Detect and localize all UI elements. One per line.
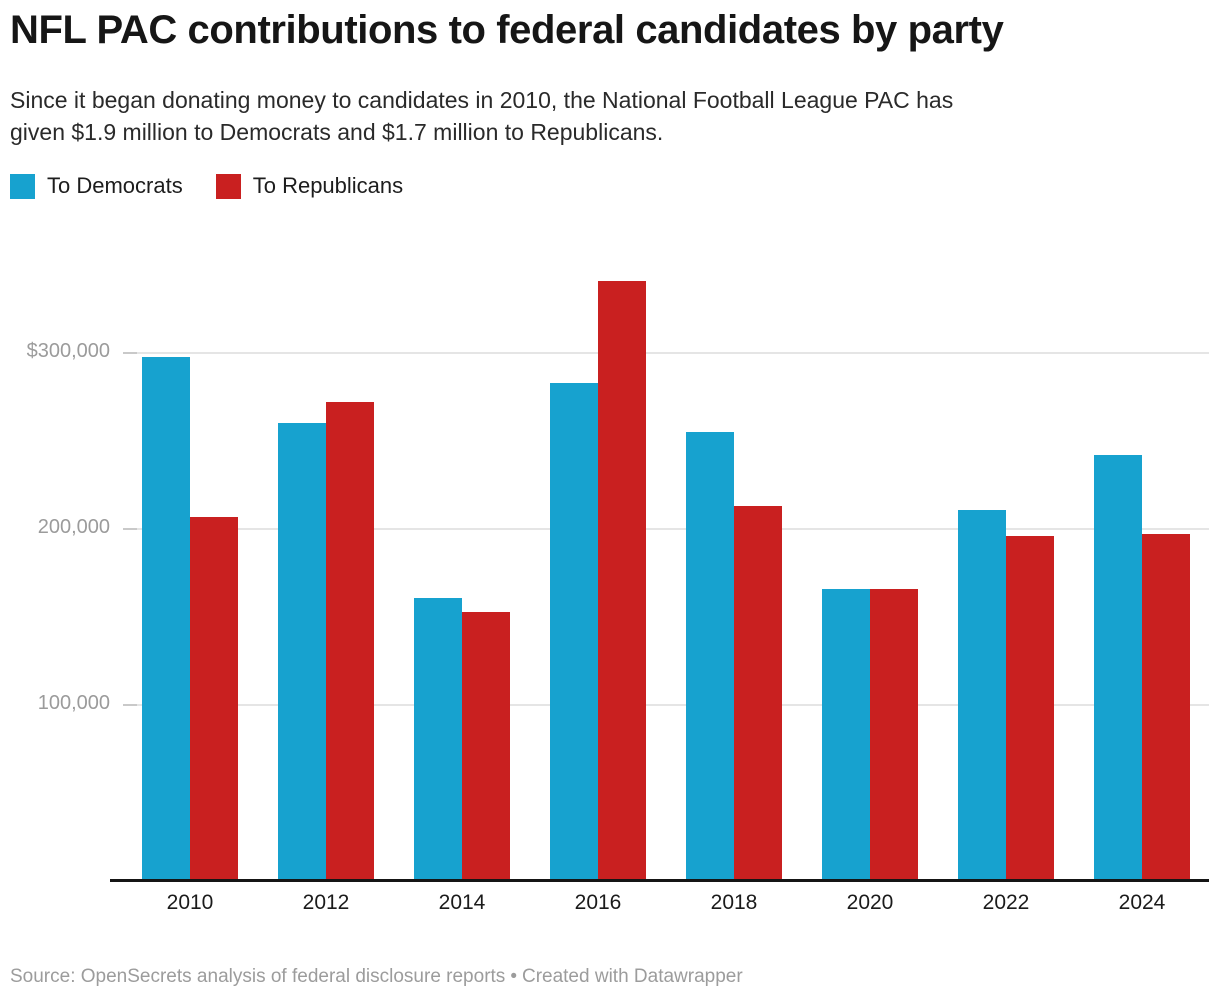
y-axis-label-200000: 200,000 — [37, 516, 110, 538]
bar-democrats-2024 — [1094, 455, 1142, 880]
bar-republicans-2012 — [326, 402, 374, 880]
source-line: Source: OpenSecrets analysis of federal … — [10, 966, 743, 988]
bar-republicans-2010 — [190, 517, 238, 880]
y-axis-tick-200000 — [123, 528, 137, 530]
x-axis-label-2022: 2022 — [982, 891, 1030, 914]
bar-republicans-2018 — [734, 506, 782, 880]
chart-title: NFL PAC contributions to federal candida… — [10, 8, 1004, 52]
bar-republicans-2014 — [462, 612, 510, 880]
bar-democrats-2018 — [686, 432, 734, 880]
y-axis-label-300000: $300,000 — [26, 340, 110, 362]
x-axis-label-2020: 2020 — [846, 891, 894, 914]
legend-item-republicans: To Republicans — [215, 173, 404, 199]
x-axis-label-2018: 2018 — [710, 891, 758, 914]
bar-republicans-2016 — [598, 281, 646, 880]
x-axis-label-2010: 2010 — [166, 891, 214, 914]
gridline-300000 — [123, 352, 1209, 354]
y-axis-tick-100000 — [123, 704, 137, 706]
source-text: Source: OpenSecrets analysis of federal … — [10, 966, 506, 987]
bar-democrats-2020 — [822, 589, 870, 880]
bar-republicans-2022 — [1006, 536, 1054, 880]
bar-democrats-2012 — [278, 423, 326, 880]
gridline-200000 — [123, 528, 1209, 530]
chart-subtitle-line-2: given $1.9 million to Democrats and $1.7… — [10, 119, 664, 145]
democrats-color-swatch-icon — [10, 173, 35, 199]
y-axis-label-100000: 100,000 — [37, 692, 110, 714]
legend-label-democrats: To Democrats — [47, 173, 183, 198]
bar-republicans-2020 — [870, 589, 918, 880]
x-axis-label-2014: 2014 — [438, 891, 486, 914]
legend-label-republicans: To Republicans — [252, 173, 404, 198]
datawrapper-credit-link[interactable]: Created with Datawrapper — [521, 966, 743, 987]
x-axis-line — [110, 879, 1209, 882]
gridline-100000 — [123, 704, 1209, 706]
x-axis-label-2016: 2016 — [574, 891, 622, 914]
source-separator: • — [510, 966, 517, 987]
y-axis-tick-300000 — [123, 352, 137, 354]
x-axis-label-2024: 2024 — [1118, 891, 1166, 914]
chart-subtitle-line-1: Since it began donating money to candida… — [10, 87, 954, 113]
legend-item-democrats: To Democrats — [10, 173, 183, 199]
bar-republicans-2024 — [1142, 534, 1190, 880]
bar-democrats-2010 — [142, 357, 190, 880]
republicans-color-swatch-icon — [215, 173, 241, 199]
bar-democrats-2014 — [414, 598, 462, 880]
legend: To Democrats To Republicans — [10, 173, 436, 199]
bar-democrats-2022 — [958, 510, 1006, 880]
chart-subtitle: Since it began donating money to candida… — [10, 84, 953, 148]
x-axis-label-2012: 2012 — [302, 891, 350, 914]
bar-democrats-2016 — [550, 383, 598, 880]
